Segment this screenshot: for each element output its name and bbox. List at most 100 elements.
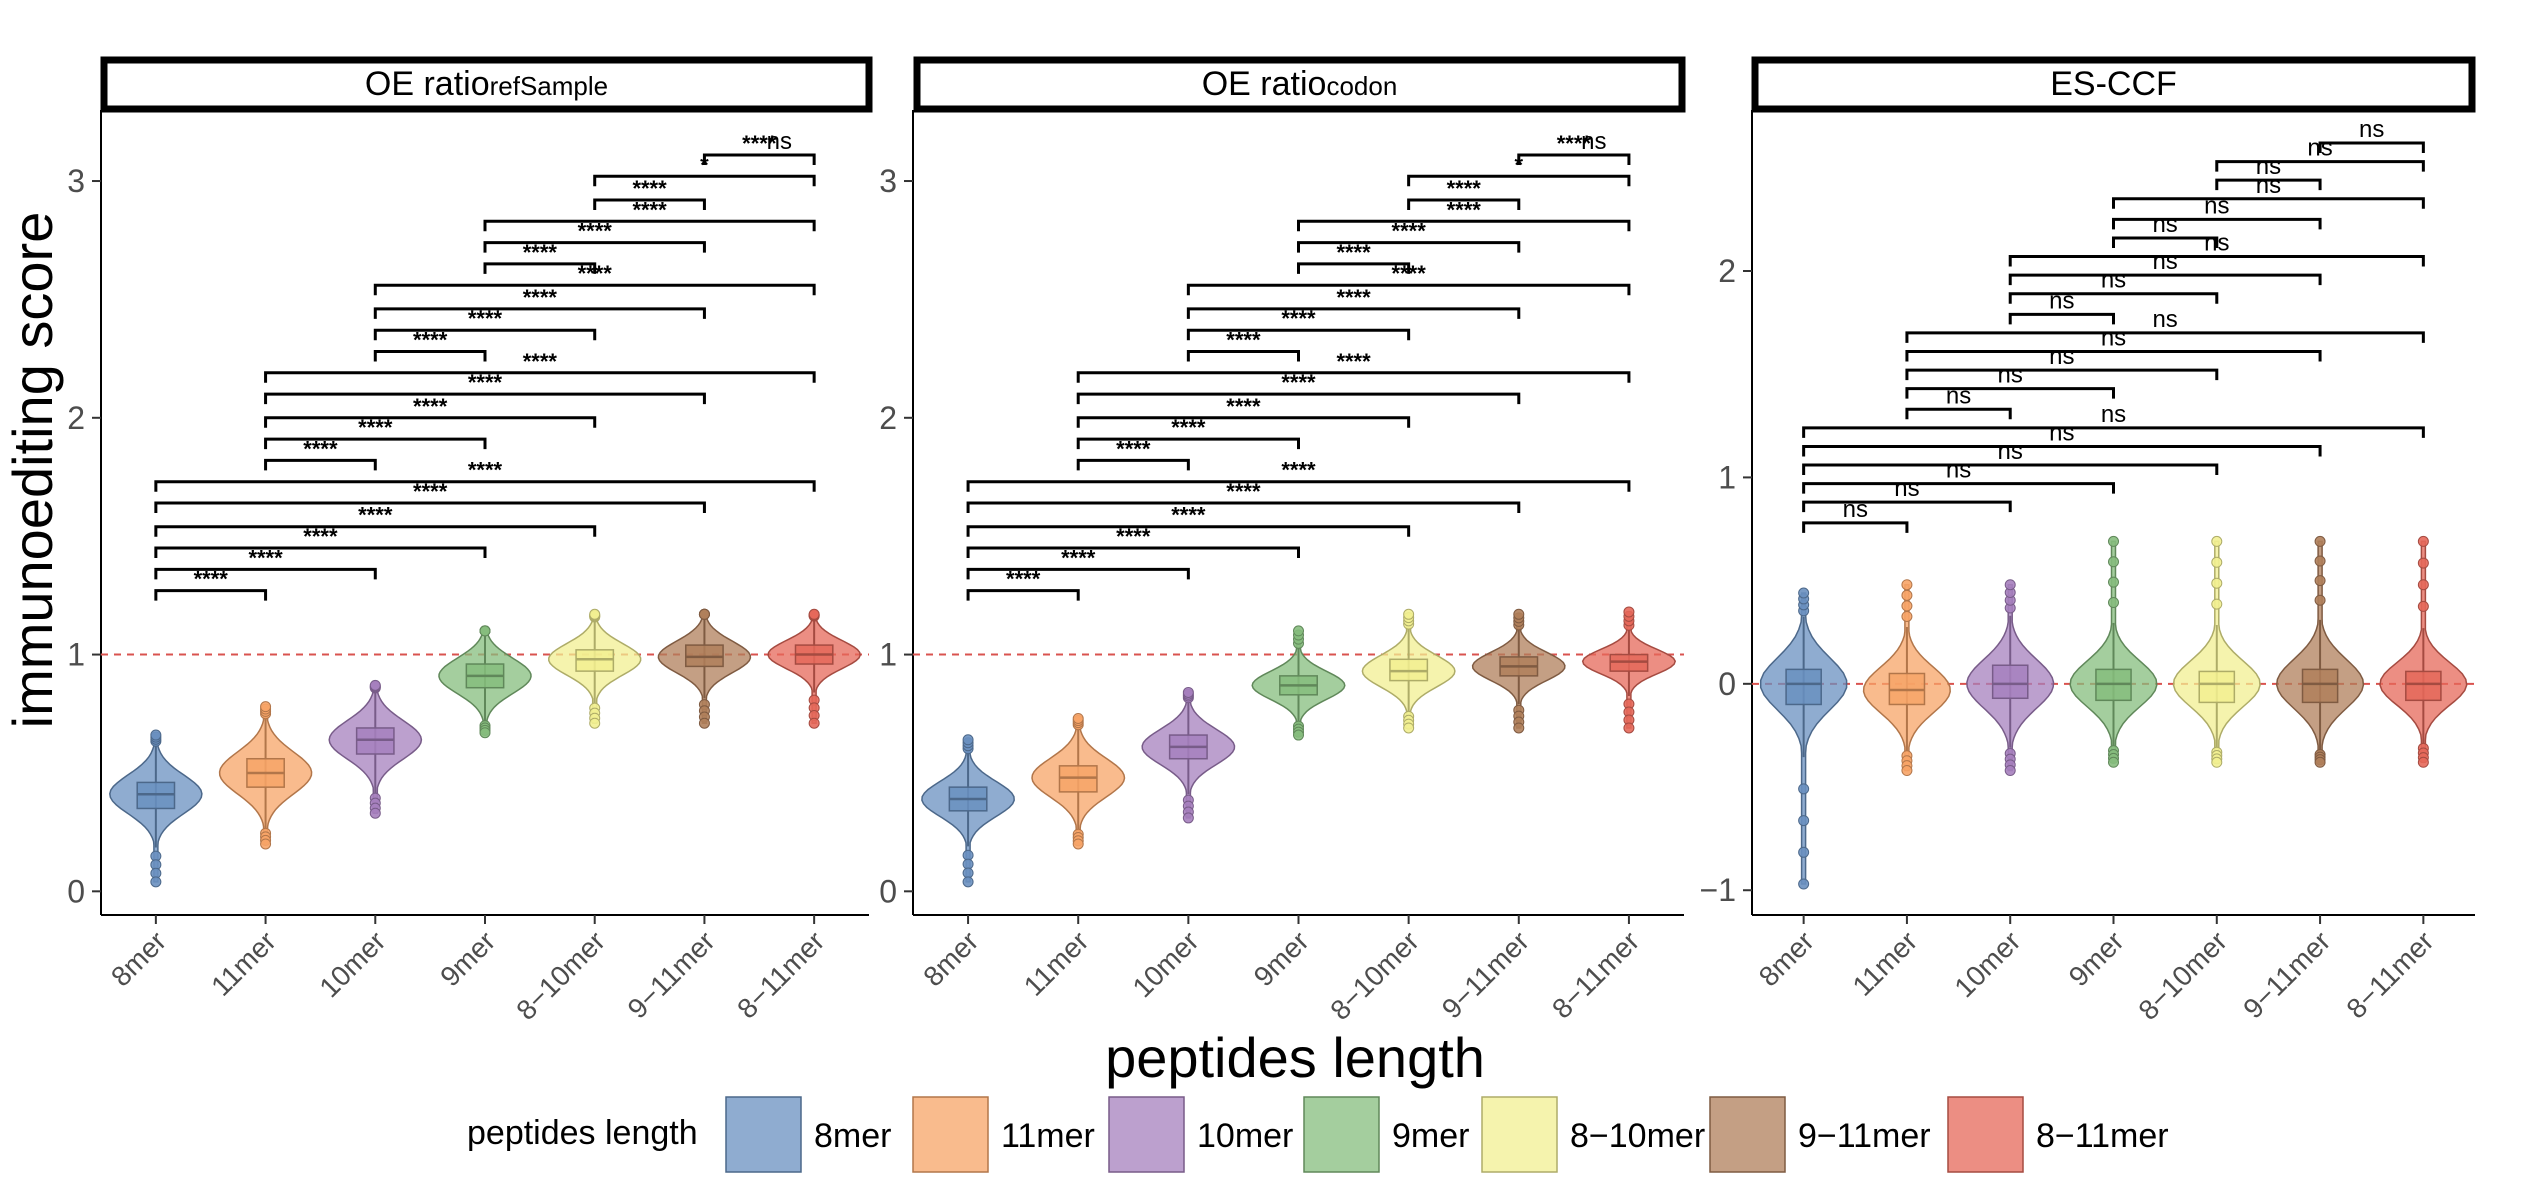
comparison-bracket	[1407, 198, 1521, 210]
box-5	[2198, 670, 2236, 704]
significance-label: ****	[1336, 349, 1371, 374]
y-tick-label: 2	[67, 400, 85, 436]
significance-label: ****	[468, 458, 503, 483]
comparison-bracket	[264, 392, 706, 405]
x-tick-label: 9mer	[1248, 925, 1315, 992]
comparison-bracket	[154, 589, 268, 601]
x-tick-label: 10mer	[1948, 925, 2026, 1003]
x-tick-label: 8−11mer	[1546, 925, 1645, 1024]
box-6	[2301, 668, 2339, 704]
significance-label: ns	[2256, 153, 2281, 180]
outlier-point	[369, 679, 381, 691]
x-tick-label: 9mer	[2063, 925, 2130, 992]
outlier-point	[1513, 722, 1525, 734]
significance-label: ****	[1171, 503, 1206, 528]
significance-label: ns	[2101, 267, 2126, 294]
comparison-bracket	[1407, 174, 1631, 187]
outlier-point	[1513, 608, 1525, 620]
significance-label: ns	[2101, 401, 2126, 428]
x-tick-label: 8−11mer	[2340, 925, 2439, 1024]
comparison-bracket	[1076, 458, 1190, 471]
outlier-point	[2211, 577, 2223, 589]
panel-title: ES-CCF	[2050, 65, 2177, 103]
comparison-bracket	[483, 219, 816, 232]
outlier-point	[2314, 594, 2326, 606]
x-tick-label: 10mer	[1127, 925, 1205, 1003]
outlier-point	[2108, 756, 2119, 768]
comparison-bracket	[373, 283, 816, 296]
comparison-bracket	[1802, 444, 2322, 457]
significance-label: ****	[413, 394, 448, 419]
x-tick-label: 8mer	[917, 925, 984, 992]
x-tick-label: 9−11mer	[622, 925, 721, 1024]
significance-label: ns	[2049, 343, 2074, 370]
comparison-bracket	[1802, 463, 2219, 476]
x-tick-label: 8mer	[105, 925, 172, 992]
x-tick-label: 8−10mer	[2132, 925, 2233, 1026]
x-tick-label: 8−11mer	[731, 925, 830, 1024]
comparison-bracket	[264, 416, 597, 428]
significance-label: ns	[2152, 211, 2177, 238]
significance-label: ****	[742, 131, 777, 156]
significance-label: ****	[1447, 176, 1482, 201]
significance-label: ****	[523, 285, 558, 310]
outlier-point	[260, 701, 272, 713]
legend-label-7: 8−11mer	[2036, 1117, 2169, 1155]
comparison-bracket	[264, 437, 487, 450]
significance-label: ns	[1843, 496, 1868, 523]
significance-label: ns	[1581, 128, 1606, 155]
y-tick-label: 2	[879, 400, 897, 436]
comparison-bracket	[2008, 292, 2219, 304]
y-tick-label: 0	[1718, 666, 1736, 702]
x-tick-label: 8mer	[1753, 925, 1820, 992]
comparison-bracket	[1186, 350, 1300, 362]
legend-key-6	[1709, 1096, 1786, 1173]
significance-label: ****	[632, 176, 667, 201]
outlier-point	[589, 608, 601, 620]
y-tick-label: 1	[1718, 459, 1736, 495]
y-tick-label: 1	[67, 637, 85, 673]
outlier-point	[1901, 765, 1913, 777]
outlier-point	[150, 729, 162, 741]
significance-label: ****	[1336, 285, 1371, 310]
outlier-point	[1798, 783, 1810, 795]
significance-label: ns	[2101, 325, 2126, 352]
outlier-point	[1901, 589, 1913, 601]
significance-label: ns	[1998, 438, 2023, 465]
outlier-point	[698, 608, 710, 620]
comparison-bracket	[154, 501, 706, 514]
x-tick-label: 9mer	[434, 925, 501, 992]
outlier-point	[1901, 579, 1913, 591]
outlier-point	[2314, 756, 2326, 768]
outlier-point	[808, 717, 820, 729]
y-tick-label: 1	[879, 637, 897, 673]
comparison-bracket	[264, 371, 816, 383]
comparison-bracket	[2008, 273, 2322, 286]
outlier-point	[2417, 535, 2429, 547]
outlier-point	[1182, 686, 1194, 698]
comparison-bracket	[2112, 197, 2425, 209]
outlier-point	[1623, 606, 1635, 618]
comparison-bracket	[1186, 283, 1631, 296]
comparison-bracket	[154, 546, 487, 559]
x-tick-label: 8−10mer	[1324, 925, 1425, 1026]
comparison-bracket	[154, 525, 597, 537]
outlier-point	[2108, 576, 2119, 588]
significance-label: ns	[767, 128, 792, 155]
comparison-bracket	[264, 458, 377, 471]
comparison-bracket	[1802, 521, 1909, 533]
outlier-point	[2417, 579, 2429, 591]
outlier-point	[808, 608, 820, 620]
outlier-point	[2004, 765, 2016, 777]
panel-title-subscript: refSample	[490, 71, 609, 101]
outlier-point	[1798, 846, 1810, 858]
significance-label: ****	[523, 349, 558, 374]
x-axis-title: peptides length	[1105, 1026, 1485, 1089]
x-tick-label: 9−11mer	[2237, 925, 2336, 1024]
comparison-bracket	[2008, 312, 2115, 325]
comparison-bracket	[154, 567, 377, 580]
comparison-bracket	[1297, 241, 1521, 253]
outlier-point	[1798, 815, 1810, 827]
comparison-bracket	[1905, 350, 2322, 362]
